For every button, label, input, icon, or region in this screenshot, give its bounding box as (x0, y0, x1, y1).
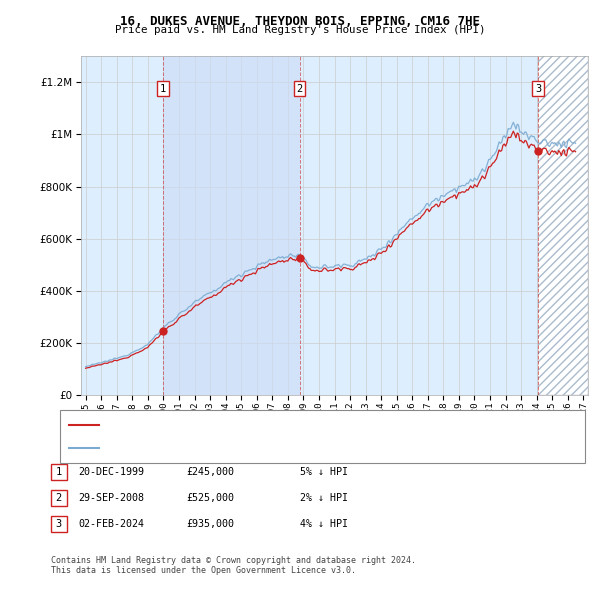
Text: 20-DEC-1999: 20-DEC-1999 (78, 467, 144, 477)
Bar (538, 56, 588, 395)
Text: 2: 2 (56, 493, 62, 503)
Text: £525,000: £525,000 (186, 493, 234, 503)
Text: 2: 2 (296, 84, 302, 94)
Bar (163, 56, 299, 395)
Text: Contains HM Land Registry data © Crown copyright and database right 2024.
This d: Contains HM Land Registry data © Crown c… (51, 556, 416, 575)
Text: 5% ↓ HPI: 5% ↓ HPI (300, 467, 348, 477)
Text: Price paid vs. HM Land Registry's House Price Index (HPI): Price paid vs. HM Land Registry's House … (115, 25, 485, 35)
Text: 29-SEP-2008: 29-SEP-2008 (78, 493, 144, 503)
Text: HPI: Average price, detached house, Epping Forest: HPI: Average price, detached house, Eppi… (104, 444, 386, 453)
Text: 1: 1 (56, 467, 62, 477)
Text: 16, DUKES AVENUE, THEYDON BOIS, EPPING, CM16 7HE: 16, DUKES AVENUE, THEYDON BOIS, EPPING, … (120, 15, 480, 28)
Text: 4% ↓ HPI: 4% ↓ HPI (300, 519, 348, 529)
Text: £935,000: £935,000 (186, 519, 234, 529)
Text: 16, DUKES AVENUE, THEYDON BOIS, EPPING, CM16 7HE (detached house): 16, DUKES AVENUE, THEYDON BOIS, EPPING, … (104, 421, 478, 430)
Text: 3: 3 (56, 519, 62, 529)
Text: 3: 3 (535, 84, 541, 94)
Text: 1: 1 (160, 84, 166, 94)
Text: £245,000: £245,000 (186, 467, 234, 477)
Text: 2% ↓ HPI: 2% ↓ HPI (300, 493, 348, 503)
Text: 02-FEB-2024: 02-FEB-2024 (78, 519, 144, 529)
